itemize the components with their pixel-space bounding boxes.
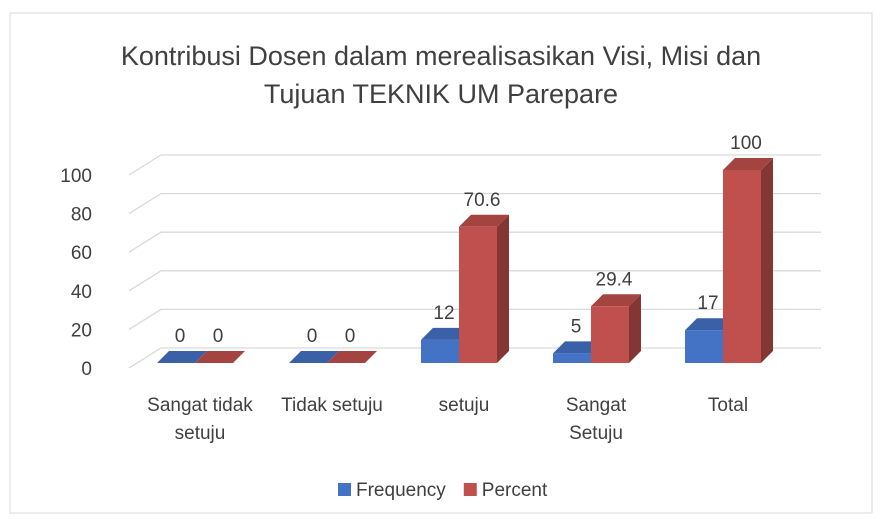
bar-top <box>157 351 207 363</box>
data-label: 12 <box>433 303 454 324</box>
bar-group <box>157 351 207 363</box>
bar <box>459 226 497 363</box>
bar-top <box>459 214 509 227</box>
bar-group <box>723 158 773 363</box>
y-tick-label: 40 <box>71 282 92 303</box>
bar-top <box>421 327 471 340</box>
bar-top <box>553 341 603 354</box>
x-tick-label: Sangat Setuju <box>566 395 627 444</box>
data-label: 0 <box>175 326 186 347</box>
bar <box>553 353 591 363</box>
bar-side <box>629 294 641 363</box>
data-label: 70.6 <box>464 190 501 211</box>
data-label: 0 <box>307 326 318 347</box>
data-label: 5 <box>571 316 582 337</box>
legend-label: Frequency <box>356 480 446 501</box>
bar-group <box>195 351 245 363</box>
legend-swatch <box>463 483 477 496</box>
y-tick-label: 20 <box>71 320 92 341</box>
grid-line <box>128 270 821 292</box>
grid-line <box>128 231 821 253</box>
grid-line <box>128 154 821 176</box>
x-tick-label: Total <box>708 395 748 416</box>
data-label: 0 <box>213 326 224 347</box>
bar-top <box>591 294 641 307</box>
y-tick-label: 100 <box>60 166 92 187</box>
bar-side <box>497 214 509 363</box>
bar-side <box>761 158 773 363</box>
legend-label: Percent <box>482 480 548 501</box>
data-label: 100 <box>730 133 762 154</box>
x-tick-label: Tidak setuju <box>281 395 383 416</box>
bar-top <box>289 351 339 363</box>
data-label: 17 <box>697 293 718 314</box>
data-label: 0 <box>345 326 356 347</box>
bar-top <box>723 158 773 170</box>
bar <box>723 170 761 363</box>
x-tick-label: Sangat tidak setuju <box>147 395 253 444</box>
grid-line <box>128 192 821 215</box>
bar <box>591 306 629 363</box>
bar <box>421 339 459 363</box>
bar-top <box>327 351 377 363</box>
y-tick-label: 0 <box>81 359 92 380</box>
bar-top <box>685 318 735 331</box>
x-tick-label: setuju <box>439 395 490 416</box>
bar-top <box>195 351 245 363</box>
y-tick-label: 60 <box>71 243 92 264</box>
data-label: 29.4 <box>596 269 633 290</box>
bar-group <box>459 214 509 363</box>
bar-group <box>327 351 377 363</box>
bar <box>685 330 723 363</box>
y-tick-label: 80 <box>71 205 92 226</box>
chart-title: Kontribusi Dosen dalam merealisasikan Vi… <box>121 41 761 109</box>
bar-group <box>289 351 339 363</box>
bar-group <box>591 294 641 363</box>
legend-swatch <box>338 483 351 496</box>
